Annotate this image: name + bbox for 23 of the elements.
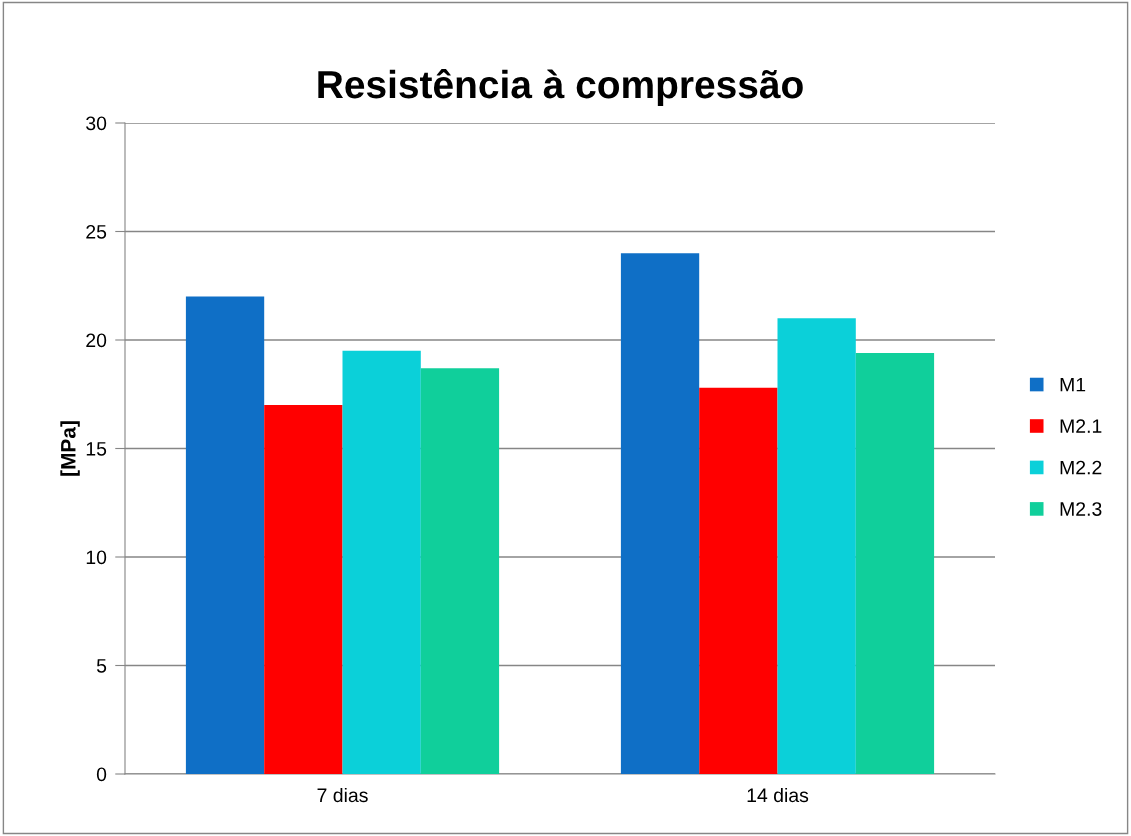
bar: [777, 318, 856, 774]
y-tick-label: 15: [86, 442, 107, 456]
y-axis-title: [MPa]: [60, 421, 80, 476]
y-tick-label: 25: [86, 224, 107, 239]
y-tick-label: 10: [86, 550, 107, 565]
legend-label: M2.1: [1060, 419, 1102, 433]
x-tick-label: 7 dias: [317, 787, 368, 803]
bar: [420, 368, 500, 774]
bar: [185, 296, 265, 774]
bar: [699, 387, 778, 774]
legend-label: M2.3: [1060, 502, 1102, 516]
bar: [264, 405, 343, 774]
bar: [620, 253, 700, 774]
y-tick-label: 30: [86, 116, 107, 131]
y-tick-label: 20: [86, 333, 107, 348]
y-tick-label: 0: [96, 767, 107, 782]
legend-label: M2.2: [1060, 460, 1102, 475]
x-tick-label: 14 dias: [747, 787, 809, 803]
bar: [342, 350, 421, 774]
chart-title: Resistência à compressão: [318, 68, 803, 107]
y-tick-label: 5: [96, 659, 107, 673]
legend-label: M1: [1060, 377, 1086, 392]
bar: [855, 353, 935, 774]
